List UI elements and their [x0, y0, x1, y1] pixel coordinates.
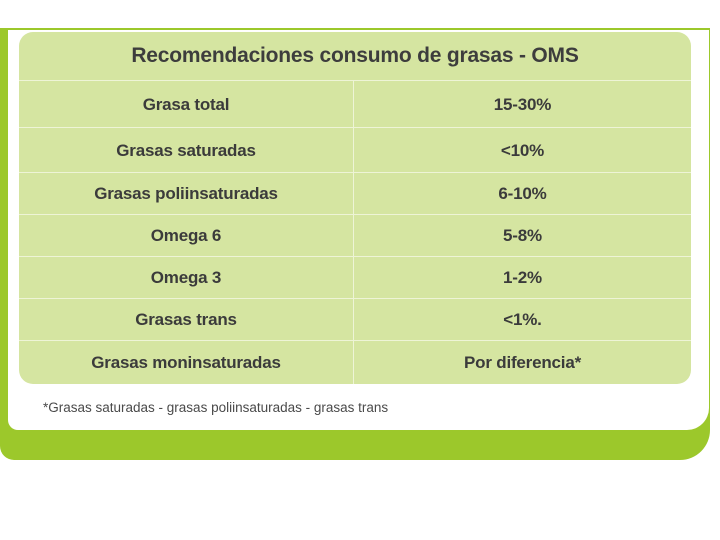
row-label: Grasa total	[142, 94, 230, 114]
row-value: 5-8%	[503, 226, 542, 245]
row-value: 15-30%	[493, 94, 552, 114]
row-value: <1%.	[503, 310, 542, 329]
table-title: Recomendaciones consumo de grasas - OMS	[131, 44, 579, 67]
table-row: Grasa total 15-30%	[19, 80, 691, 128]
table-row: Grasas poliinsaturadas 6-10%	[19, 172, 691, 215]
row-label: Grasas saturadas	[116, 140, 256, 160]
fat-recommendation-table: Recomendaciones consumo de grasas - OMS …	[19, 32, 691, 384]
row-label: Grasas trans	[135, 310, 237, 329]
row-label: Omega 3	[150, 268, 222, 287]
table-row: Grasas saturadas <10%	[19, 127, 691, 173]
row-value: 6-10%	[498, 184, 547, 203]
table-row: Omega 3 1-2%	[19, 256, 691, 299]
row-label: Grasas moninsaturadas	[91, 353, 281, 372]
row-value: 1-2%	[503, 268, 542, 287]
table-row: Grasas trans <1%.	[19, 298, 691, 341]
table-row: Omega 6 5-8%	[19, 214, 691, 257]
row-value: <10%	[500, 140, 545, 160]
row-label: Grasas poliinsaturadas	[94, 184, 278, 203]
row-value: Por diferencia*	[464, 353, 581, 372]
column-divider	[353, 80, 354, 384]
row-label: Omega 6	[150, 226, 222, 245]
footnote: *Grasas saturadas - grasas poliinsaturad…	[43, 400, 389, 415]
table-row: Grasas moninsaturadas Por diferencia*	[19, 340, 691, 384]
